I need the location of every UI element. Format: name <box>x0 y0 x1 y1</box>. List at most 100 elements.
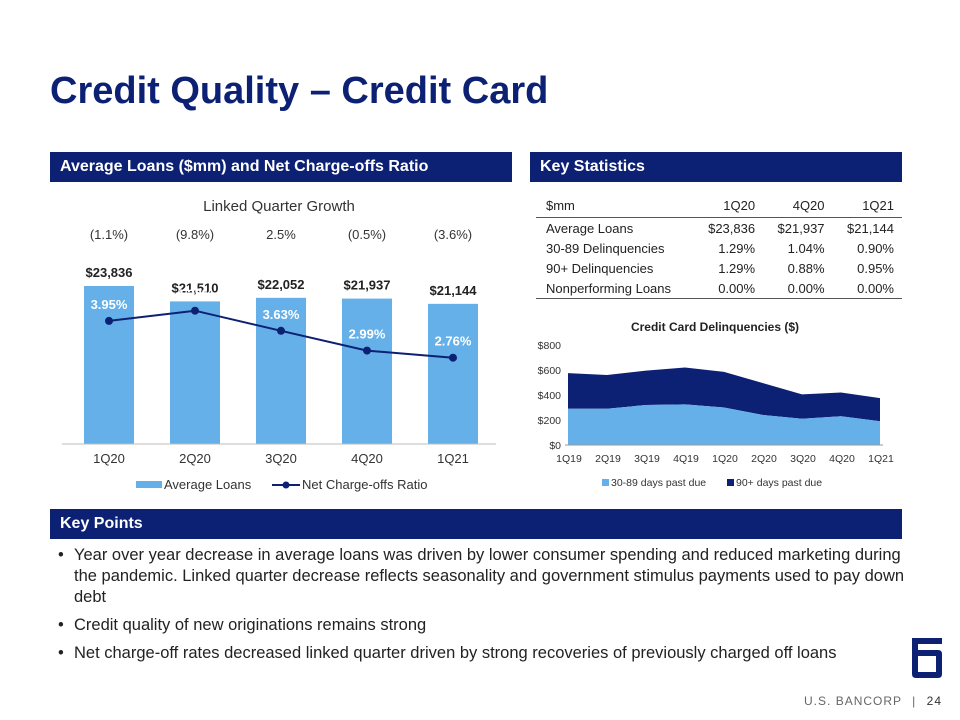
stats-cell: 1.04% <box>787 240 825 256</box>
stats-cell: 0.95% <box>857 260 894 276</box>
stats-header-cell: $mm <box>536 195 694 218</box>
stats-cell: $21,937 <box>777 220 825 236</box>
legend-swatch-90-plus <box>727 479 734 486</box>
stats-cell: Average Loans <box>546 220 634 236</box>
legend-swatch-average-loans <box>136 481 162 488</box>
x-tick-label: 3Q20 <box>790 453 816 465</box>
stats-row: Nonperforming Loans 0.00% 0.00% 0.00% <box>536 278 902 299</box>
stats-cell: 0.00% <box>763 278 833 299</box>
y-tick-label: $200 <box>538 415 562 427</box>
y-tick-label: $800 <box>538 340 562 352</box>
y-tick-label: $400 <box>538 390 562 402</box>
stats-cell: 0.90% <box>857 240 894 256</box>
bar-average-loans <box>256 297 306 444</box>
stats-header-cell: 4Q20 <box>763 195 833 218</box>
section-header-average-loans: Average Loans ($mm) and Net Charge-offs … <box>50 152 512 182</box>
stats-cell: $23,836 <box>708 220 756 236</box>
bullet-icon: • <box>58 546 64 564</box>
footer-brand: U.S. BANCORP <box>804 694 902 708</box>
key-point-text: Credit quality of new originations remai… <box>74 616 427 634</box>
stats-row: Average Loans $23,836 $21,937 $21,144 <box>536 218 902 239</box>
stats-cell: $21,144 <box>847 220 894 236</box>
legend-label: Average Loans <box>164 477 252 492</box>
bar-average-loans <box>170 301 220 444</box>
stats-header-row: $mm 1Q20 4Q20 1Q21 <box>536 195 902 218</box>
chart-subtitle: Linked Quarter Growth <box>203 198 355 215</box>
point-net-charge-offs <box>277 326 285 335</box>
x-tick-label: 3Q20 <box>265 451 297 466</box>
x-tick-label: 4Q19 <box>673 453 699 465</box>
key-point-text: Year over year decrease in average loans… <box>74 546 905 606</box>
chart-title: Credit Card Delinquencies ($) <box>631 320 799 334</box>
x-tick-label: 2Q20 <box>179 451 211 466</box>
key-point-text: Net charge-off rates decreased linked qu… <box>74 644 837 662</box>
x-tick-label: 4Q20 <box>829 453 855 465</box>
legend-marker <box>282 481 290 489</box>
us-bancorp-logo-icon <box>912 638 942 678</box>
point-net-charge-offs <box>363 346 371 355</box>
bar-value-label: $21,144 <box>430 283 478 298</box>
page-title: Credit Quality – Credit Card <box>50 70 549 112</box>
line-value-label: 3.63% <box>263 307 300 322</box>
x-tick-label: 1Q20 <box>712 453 738 465</box>
section-header-key-points: Key Points <box>50 509 902 539</box>
section-header-key-statistics: Key Statistics <box>530 152 902 182</box>
x-tick-label: 2Q19 <box>595 453 621 465</box>
key-points-list: • Year over year decrease in average loan… <box>58 545 908 671</box>
stats-header-cell: 1Q21 <box>832 195 902 218</box>
delinquencies-chart: Credit Card Delinquencies ($) $0 $200 $400 $… <box>538 320 894 489</box>
bar-average-loans <box>428 303 478 444</box>
key-point: • Year over year decrease in average loan… <box>58 545 908 608</box>
footer-separator: | <box>912 694 917 708</box>
footer: U.S. BANCORP | 24 <box>804 694 942 708</box>
stats-cell: 0.00% <box>832 278 902 299</box>
bar-value-label: $22,052 <box>258 277 305 292</box>
bar-value-label: $21,510 <box>172 280 219 295</box>
x-tick-label: 1Q20 <box>93 451 125 466</box>
growth-label: (0.5%) <box>348 227 386 242</box>
stats-cell: 0.88% <box>787 260 825 276</box>
stats-cell: 30-89 Delinquencies <box>546 240 665 256</box>
stats-row: 90+ Delinquencies 1.29% 0.88% 0.95% <box>536 258 902 278</box>
bullet-icon: • <box>58 644 64 662</box>
page-number: 24 <box>926 694 942 708</box>
stats-cell: 1.29% <box>718 240 756 256</box>
growth-label: (3.6%) <box>434 227 472 242</box>
x-tick-label: 2Q20 <box>751 453 777 465</box>
stats-header-cell: 1Q20 <box>693 195 764 218</box>
growth-label: (1.1%) <box>90 227 128 242</box>
x-tick-label: 1Q21 <box>868 453 894 465</box>
key-statistics-table: $mm 1Q20 4Q20 1Q21 Average Loans $23,836… <box>536 195 902 299</box>
stats-cell: 0.00% <box>693 278 764 299</box>
legend-swatch-30-89 <box>602 479 609 486</box>
point-net-charge-offs <box>105 316 113 325</box>
bar-value-label: $23,836 <box>86 265 133 280</box>
key-point: • Net charge-off rates decreased linked q… <box>58 643 908 664</box>
average-loans-chart: Linked Quarter Growth (1.1%) (9.8%) 2.5% (0.… <box>62 198 496 492</box>
line-value-label: 2.99% <box>349 327 386 342</box>
legend-label: Net Charge-offs Ratio <box>302 477 428 492</box>
line-value-label: 3.95% <box>91 297 128 312</box>
area-90-plus-days <box>568 367 880 422</box>
bullet-icon: • <box>58 616 64 634</box>
legend-label: 30-89 days past due <box>611 477 706 489</box>
x-tick-label: 3Q19 <box>634 453 660 465</box>
line-value-label: 2.76% <box>435 334 472 349</box>
stats-cell: 1.29% <box>718 260 756 276</box>
area-30-89-days <box>568 404 880 445</box>
legend-label: 90+ days past due <box>736 477 822 489</box>
growth-label: (9.8%) <box>176 227 214 242</box>
x-tick-label: 1Q19 <box>556 453 582 465</box>
x-tick-label: 4Q20 <box>351 451 383 466</box>
bar-value-label: $21,937 <box>344 278 391 293</box>
y-tick-label: $600 <box>538 365 562 377</box>
stats-row: 30-89 Delinquencies 1.29% 1.04% 0.90% <box>536 238 902 258</box>
point-net-charge-offs <box>191 306 199 315</box>
line-value-label: 4.28% <box>177 287 214 302</box>
bar-average-loans <box>342 298 392 444</box>
bar-average-loans <box>84 286 134 444</box>
y-tick-label: $0 <box>549 440 561 452</box>
stats-cell: 90+ Delinquencies <box>546 260 654 276</box>
key-point: • Credit quality of new originations rema… <box>58 615 908 636</box>
growth-label: 2.5% <box>266 227 296 242</box>
